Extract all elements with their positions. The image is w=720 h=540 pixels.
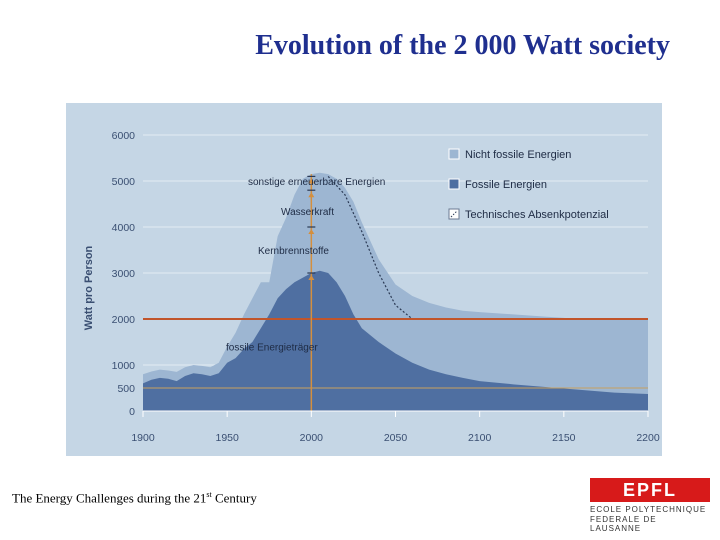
legend-swatch	[448, 178, 460, 190]
year-2000-marker	[307, 174, 316, 411]
footer-main: The Energy Challenges during the 21	[12, 490, 207, 506]
marker-arrow	[308, 178, 315, 184]
x-tick-label: 2100	[468, 432, 492, 444]
logo-line-2: FEDERALE DE LAUSANNE	[590, 515, 657, 533]
x-tick-label: 1950	[215, 432, 239, 444]
marker-arrow	[308, 192, 315, 198]
series-line-technical-reduction	[327, 175, 413, 320]
y-tick-label: 5000	[112, 176, 136, 188]
y-tick-label: 0	[129, 406, 135, 418]
annotation-label: Kernbrennstoffe	[258, 246, 329, 257]
x-tick-label: 2050	[384, 432, 408, 444]
chart-axes: 0 500 1000 2000 3000 4000 5000 6000 1900 1950 2000…	[112, 130, 660, 444]
x-tick-label: 2000	[300, 432, 324, 444]
energy-chart: 0 500 1000 2000 3000 4000 5000 6000 1900 1950 2000…	[83, 130, 660, 444]
legend-swatch-dots	[450, 210, 458, 218]
annotation-label: Wasserkraft	[281, 207, 334, 218]
chart-annotations: sonstige erneuerbare Energien Wasserkraft…	[226, 177, 385, 354]
legend-label: Fossile Energien	[465, 179, 547, 191]
y-tick-label: 6000	[112, 130, 136, 142]
y-tick-label: 1000	[112, 360, 136, 372]
footer-tail: Century	[211, 490, 257, 506]
x-tick-label: 1900	[131, 432, 155, 444]
slide-title: Evolution of the 2 000 Watt society	[255, 30, 670, 61]
y-axis-label: Watt pro Person	[83, 245, 95, 330]
logo-wordmark: EPFL	[590, 478, 710, 502]
y-tick-label: 4000	[112, 222, 136, 234]
chart-legend: Nicht fossile Energien Fossile Energien Te…	[448, 148, 609, 221]
legend-label: Nicht fossile Energien	[465, 149, 571, 161]
legend-swatch	[448, 148, 460, 160]
epfl-logo: EPFL ECOLE POLYTECHNIQUE FEDERALE DE LAU…	[590, 478, 710, 533]
y-tick-label: 3000	[112, 268, 136, 280]
x-tick-label: 2150	[552, 432, 576, 444]
marker-arrow	[308, 275, 315, 280]
footer-sup: st	[206, 490, 212, 499]
y-tick-label: 2000	[112, 314, 136, 326]
annotation-label: fossile Energieträger	[226, 343, 318, 354]
y-tick-label: 500	[117, 383, 135, 395]
series-area-fossil	[143, 270, 648, 411]
chart-panel: 0 500 1000 2000 3000 4000 5000 6000 1900 1950 2000…	[66, 103, 662, 456]
legend-label: Technisches Absenkpotenzial	[465, 209, 609, 221]
marker-arrow	[308, 229, 315, 234]
logo-line-1: ECOLE POLYTECHNIQUE	[590, 505, 707, 514]
x-tick-label: 2200	[636, 432, 660, 444]
footer-text: The Energy Challenges during the 21st Ce…	[12, 490, 257, 506]
annotation-label: sonstige erneuerbare Energien	[248, 177, 385, 188]
